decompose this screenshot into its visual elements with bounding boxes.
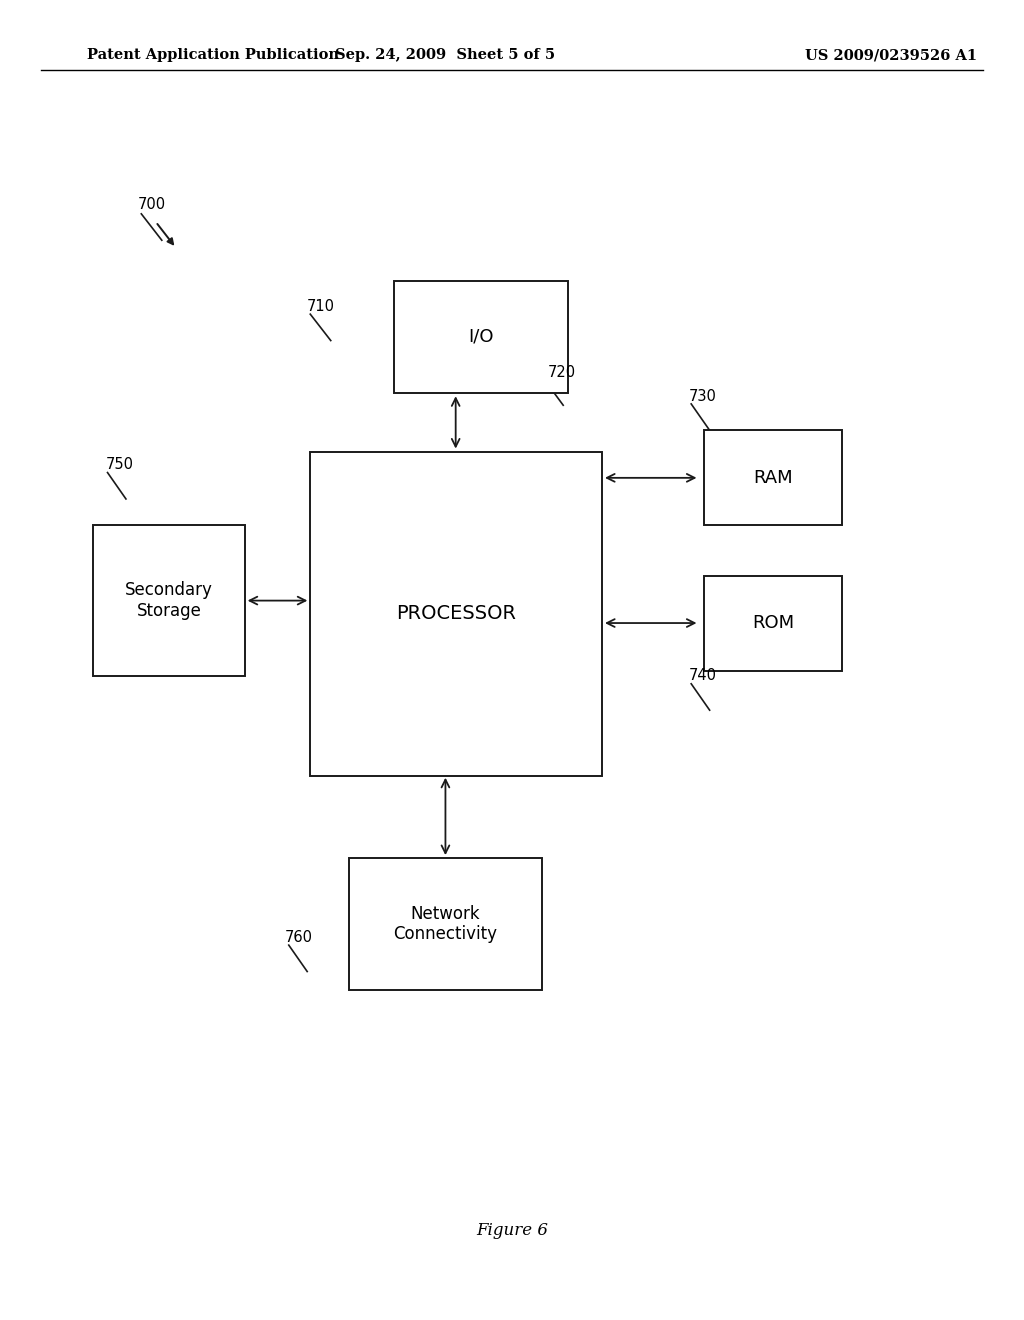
Text: Network
Connectivity: Network Connectivity (393, 904, 498, 944)
Bar (705, 430, 842, 525)
Text: ROM: ROM (752, 614, 795, 632)
Text: 720: 720 (548, 364, 575, 380)
Text: PROCESSOR: PROCESSOR (395, 605, 516, 623)
Bar (349, 858, 542, 990)
Text: Sep. 24, 2009  Sheet 5 of 5: Sep. 24, 2009 Sheet 5 of 5 (336, 49, 555, 62)
Bar (93, 524, 245, 676)
Text: US 2009/0239526 A1: US 2009/0239526 A1 (805, 49, 977, 62)
Text: 730: 730 (689, 388, 717, 404)
Bar (705, 576, 842, 671)
Bar (394, 281, 568, 393)
Text: I/O: I/O (469, 327, 494, 346)
Text: 710: 710 (307, 298, 335, 314)
Text: Secondary
Storage: Secondary Storage (125, 581, 213, 620)
Text: 760: 760 (285, 929, 312, 945)
Text: RAM: RAM (754, 469, 793, 487)
Text: 750: 750 (105, 457, 133, 473)
Text: Patent Application Publication: Patent Application Publication (87, 49, 339, 62)
Bar (309, 453, 601, 776)
Text: 700: 700 (138, 197, 166, 213)
Text: Figure 6: Figure 6 (476, 1222, 548, 1238)
Text: 740: 740 (689, 668, 717, 684)
